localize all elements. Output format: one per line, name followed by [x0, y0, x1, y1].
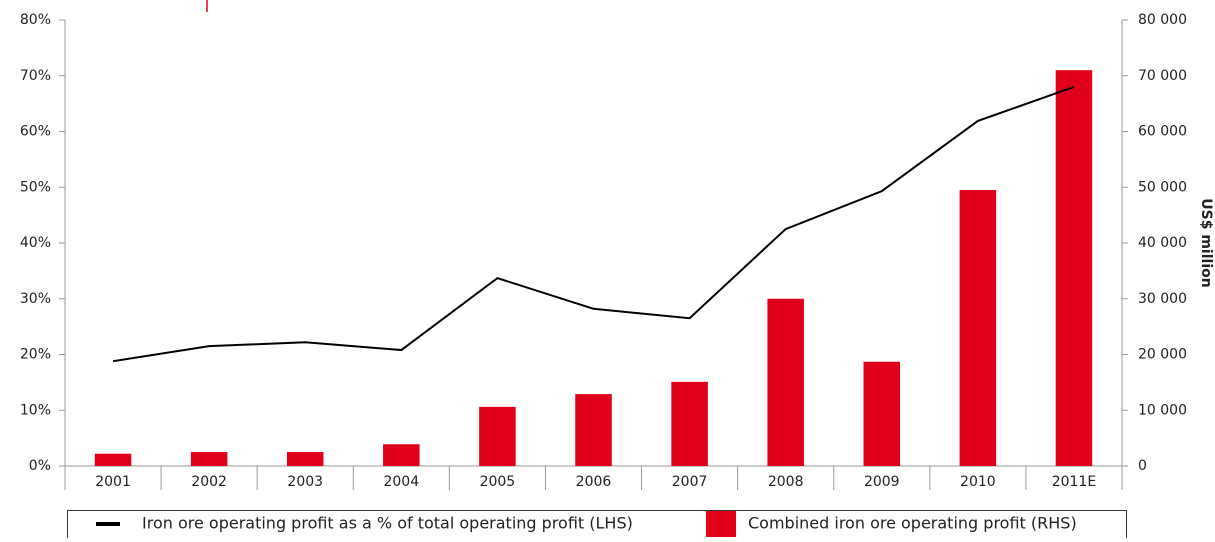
- y2-tick-label: 30 000: [1138, 291, 1187, 307]
- bar: [767, 298, 804, 466]
- y2-tick-label: 0: [1138, 458, 1147, 474]
- y2-axis-label: US$ million: [1198, 198, 1214, 287]
- bar: [190, 452, 228, 466]
- x-tick-label: 2004: [383, 474, 419, 490]
- bar: [575, 394, 612, 466]
- y-tick-label: 80%: [20, 12, 51, 28]
- bar: [863, 361, 901, 466]
- y-tick-label: 20%: [20, 347, 51, 363]
- y-tick-label: 40%: [20, 235, 51, 251]
- x-tick-label: 2002: [191, 474, 227, 490]
- y-tick-label: 70%: [20, 68, 51, 84]
- y-tick-label: 10%: [20, 402, 51, 418]
- y2-tick-label: 40 000: [1138, 235, 1187, 251]
- x-tick-label: 2010: [960, 474, 996, 490]
- y-tick-label: 30%: [20, 291, 51, 307]
- y2-tick-label: 50 000: [1138, 179, 1187, 195]
- bar: [479, 406, 516, 466]
- x-tick-label: 2008: [768, 474, 804, 490]
- y2-tick-label: 70 000: [1138, 68, 1187, 84]
- y2-tick-label: 80 000: [1138, 12, 1187, 28]
- legend-swatch: [706, 511, 736, 537]
- y-tick-label: 50%: [20, 179, 51, 195]
- line: [112, 85, 1075, 363]
- bar: [383, 444, 420, 466]
- y-tick-label: 60%: [20, 124, 51, 140]
- x-tick-label: 2006: [576, 474, 612, 490]
- bar: [94, 453, 132, 466]
- x-tick-label: 2003: [287, 474, 323, 490]
- x-tick-label: 2009: [864, 474, 900, 490]
- x-tick-label: 2001: [95, 474, 131, 490]
- legend-label: Iron ore operating profit as a % of tota…: [142, 514, 633, 533]
- y2-tick-label: 10 000: [1138, 402, 1187, 418]
- x-tick-label: 2011E: [1052, 474, 1096, 490]
- legend-label: Combined iron ore operating profit (RHS): [748, 514, 1077, 533]
- bar: [959, 190, 997, 466]
- y2-tick-label: 60 000: [1138, 124, 1187, 140]
- x-tick-label: 2007: [672, 474, 708, 490]
- y2-tick-label: 20 000: [1138, 347, 1187, 363]
- bar: [1055, 70, 1093, 467]
- bar: [286, 452, 324, 466]
- y-tick-label: 0%: [29, 458, 51, 474]
- bar: [671, 381, 708, 466]
- x-tick-label: 2005: [480, 474, 516, 490]
